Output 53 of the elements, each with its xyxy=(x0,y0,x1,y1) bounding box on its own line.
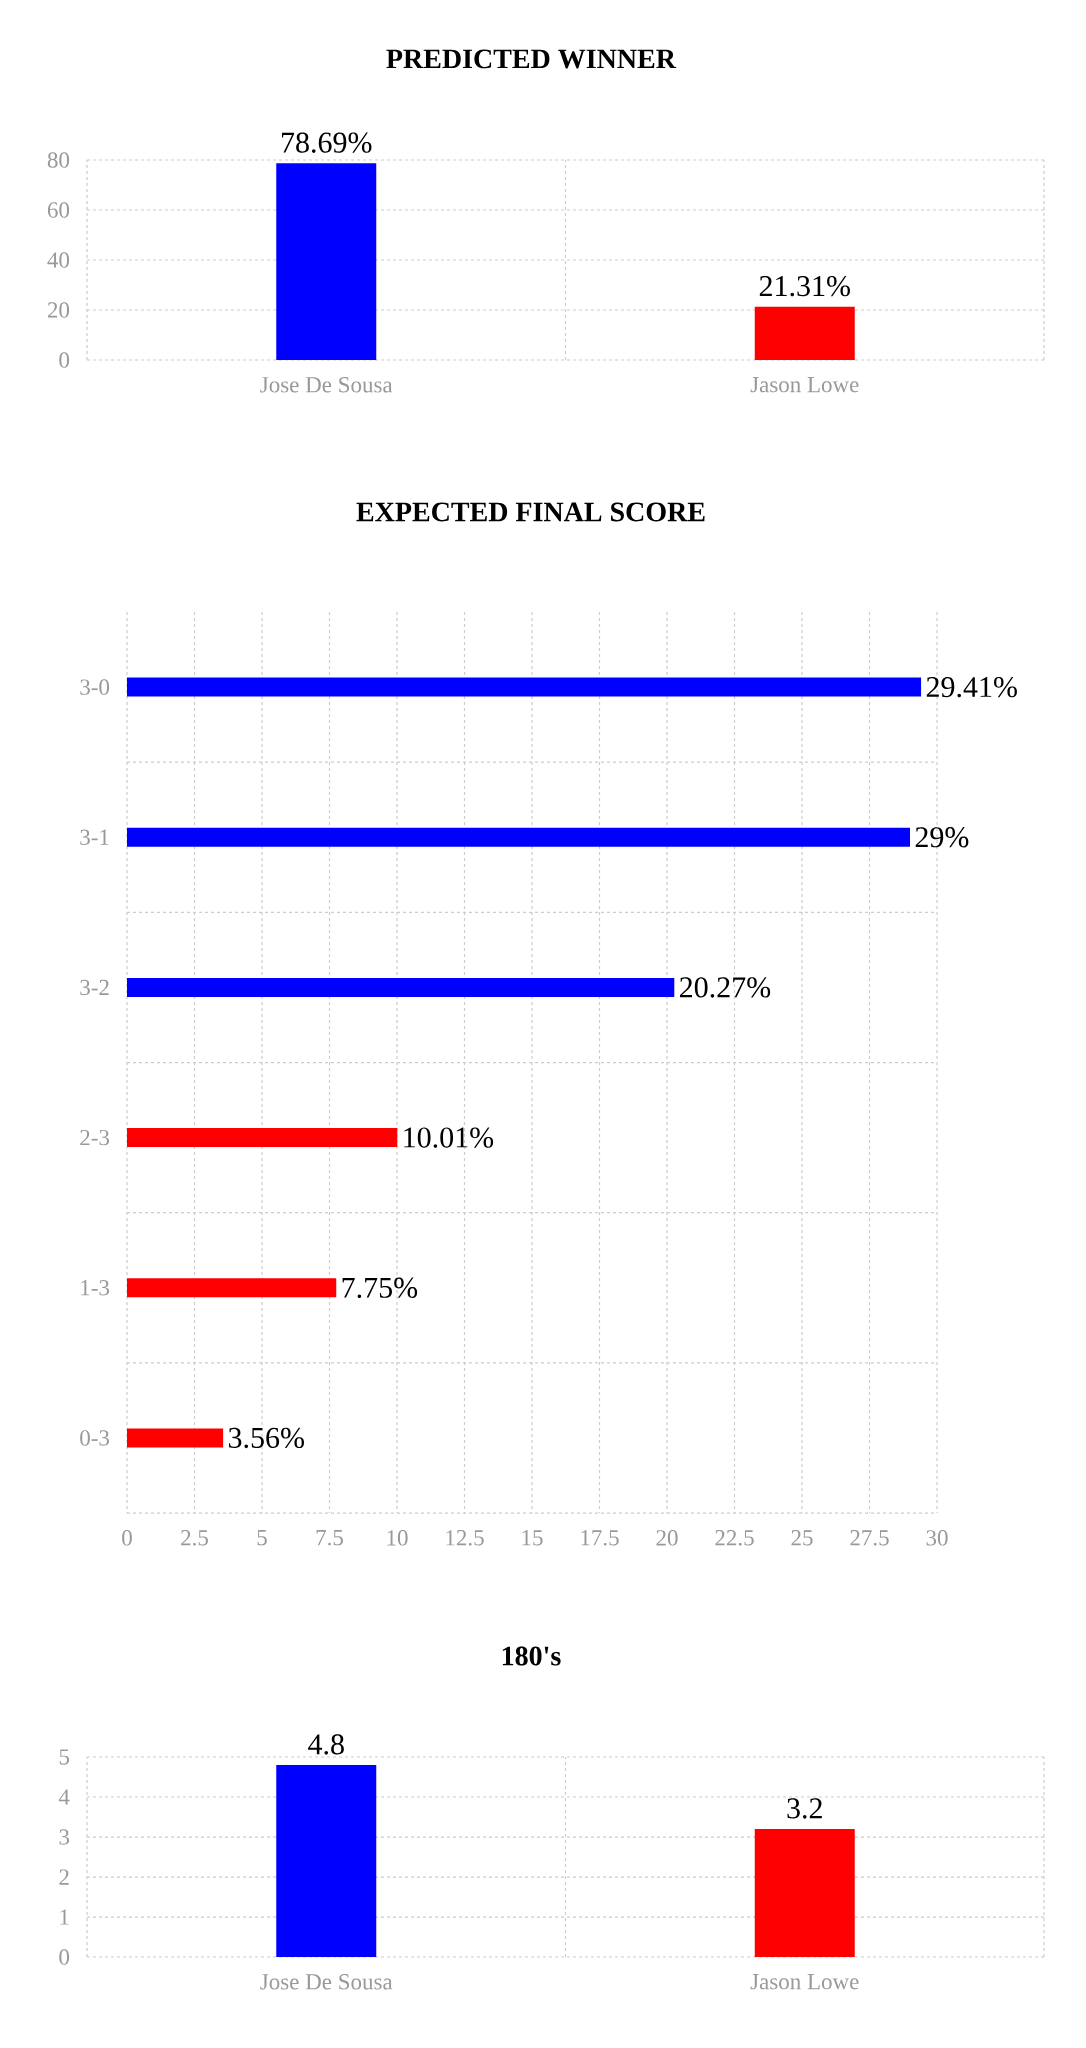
chart-title: PREDICTED WINNER xyxy=(386,49,677,69)
y-tick-label: 4 xyxy=(58,1789,70,1805)
x-tick-label: Jose De Sousa xyxy=(260,1974,393,1990)
y-tick-label: 0-3 xyxy=(80,1430,110,1446)
x-tick-label: Jason Lowe xyxy=(750,377,859,393)
y-tick-label: 3-1 xyxy=(80,829,109,845)
bar xyxy=(127,677,922,697)
x-tick-label: 20 xyxy=(656,1530,678,1546)
bar xyxy=(127,977,675,997)
x-tick-label: 30 xyxy=(926,1530,948,1546)
data-label: 29.41% xyxy=(926,676,1017,698)
x-tick-label: 22.5 xyxy=(715,1530,754,1546)
data-label: 10.01% xyxy=(404,1127,494,1148)
x-tick-label: 27.5 xyxy=(850,1530,889,1546)
y-tick-label: 20 xyxy=(47,302,70,318)
y-tick-label: 1 xyxy=(60,1909,69,1925)
x-tick-label: 0 xyxy=(122,1530,132,1546)
y-tick-label: 60 xyxy=(47,202,70,218)
chart-title: EXPECTED FINAL SCORE xyxy=(356,502,705,522)
data-label: 3.2 xyxy=(787,1798,822,1819)
x-tick-label: 2.5 xyxy=(181,1530,208,1546)
y-tick-label: 2 xyxy=(59,1869,69,1885)
x-tick-label: 5 xyxy=(257,1530,267,1546)
x-tick-label: 15 xyxy=(522,1530,543,1546)
x-tick-label: 7.5 xyxy=(316,1530,343,1546)
x-tick-label: 17.5 xyxy=(581,1530,619,1546)
y-tick-label: 3-2 xyxy=(80,979,109,996)
chart-title: 180's xyxy=(502,1646,561,1666)
bar xyxy=(127,1278,337,1298)
data-label: 21.31% xyxy=(759,275,850,297)
y-tick-label: 5 xyxy=(59,1749,70,1765)
y-tick-label: 3 xyxy=(59,1829,70,1845)
bar xyxy=(127,827,910,847)
bar xyxy=(127,1428,224,1448)
y-tick-label: 80 xyxy=(47,152,70,168)
y-tick-label: 40 xyxy=(47,252,70,268)
x-tick-label: Jason Lowe xyxy=(750,1974,859,1990)
x-tick-label: 12.5 xyxy=(446,1530,484,1546)
data-label: 4.8 xyxy=(308,1734,344,1755)
y-tick-label: 1-3 xyxy=(81,1280,110,1296)
y-tick-label: 3-0 xyxy=(80,679,110,695)
data-label: 3.56% xyxy=(228,1427,304,1449)
x-tick-label: 25 xyxy=(791,1530,813,1546)
y-tick-label: 0 xyxy=(59,1949,70,1965)
bar xyxy=(127,1128,398,1148)
x-tick-label: 10 xyxy=(387,1530,408,1546)
y-tick-label: 0 xyxy=(59,352,70,368)
y-tick-label: 2-3 xyxy=(80,1129,110,1146)
data-label: 29% xyxy=(915,827,969,848)
data-label: 78.69% xyxy=(281,132,372,153)
data-label: 20.27% xyxy=(680,977,771,998)
data-label: 7.75% xyxy=(342,1277,418,1298)
x-tick-label: Jose De Sousa xyxy=(260,377,393,393)
